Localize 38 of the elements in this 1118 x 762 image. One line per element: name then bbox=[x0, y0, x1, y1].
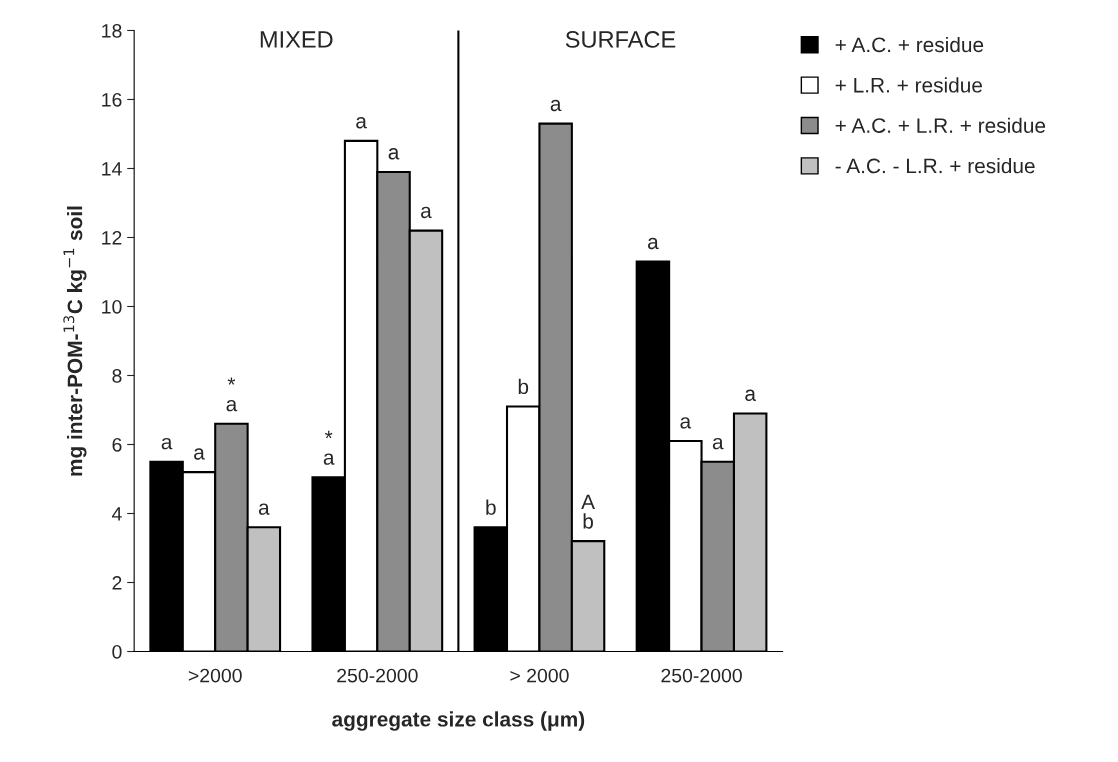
data-label: a bbox=[680, 417, 692, 429]
data-label: a bbox=[356, 117, 367, 129]
data-label: A b bbox=[581, 494, 595, 529]
y-tick-label: 4 bbox=[111, 507, 122, 521]
data-label: * a bbox=[226, 377, 238, 412]
data-label: * a bbox=[323, 430, 335, 465]
data-label: a bbox=[712, 437, 724, 450]
legend-label: + L.R. + residue bbox=[835, 77, 982, 93]
data-label: a bbox=[258, 503, 270, 515]
x-tick-label: 250-2000 bbox=[661, 668, 742, 683]
legend-label: + A.C. + L.R. + residue bbox=[835, 117, 1046, 133]
data-label: a bbox=[550, 99, 562, 112]
y-tick-label: 8 bbox=[112, 368, 122, 383]
y-tick-label: 16 bbox=[102, 92, 122, 107]
y-tick-label: 0 bbox=[112, 644, 122, 659]
x-tick-label: > 2000 bbox=[510, 668, 569, 683]
data-label: b bbox=[486, 499, 496, 515]
y-tick-label: 2 bbox=[112, 575, 122, 590]
y-tick-label: 12 bbox=[102, 230, 122, 245]
data-label: b bbox=[518, 378, 529, 395]
annotation: SURFACE bbox=[565, 31, 676, 48]
data-label: a bbox=[194, 448, 205, 460]
y-tick-label: 14 bbox=[102, 162, 122, 176]
legend-label: - A.C. - L.R. + residue bbox=[835, 158, 1035, 174]
x-tick-label: 250-2000 bbox=[337, 668, 418, 683]
data-label: a bbox=[421, 206, 432, 219]
y-axis-title: mg inter-POM-$^{13}$C kg$^{−1}$ soil bbox=[63, 206, 87, 476]
legend-label: + A.C. + residue bbox=[835, 36, 984, 53]
x-tick-label: >2000 bbox=[188, 668, 242, 683]
data-label: a bbox=[161, 437, 173, 450]
y-tick-label: 10 bbox=[102, 299, 122, 314]
y-tick-label: 18 bbox=[102, 23, 122, 38]
data-label: a bbox=[745, 389, 756, 401]
data-label: a bbox=[648, 237, 659, 250]
data-label: a bbox=[388, 148, 400, 160]
y-tick-label: 6 bbox=[112, 437, 122, 452]
x-axis-title: aggregate size class (μm) bbox=[332, 711, 585, 731]
annotation: MIXED bbox=[260, 31, 333, 48]
